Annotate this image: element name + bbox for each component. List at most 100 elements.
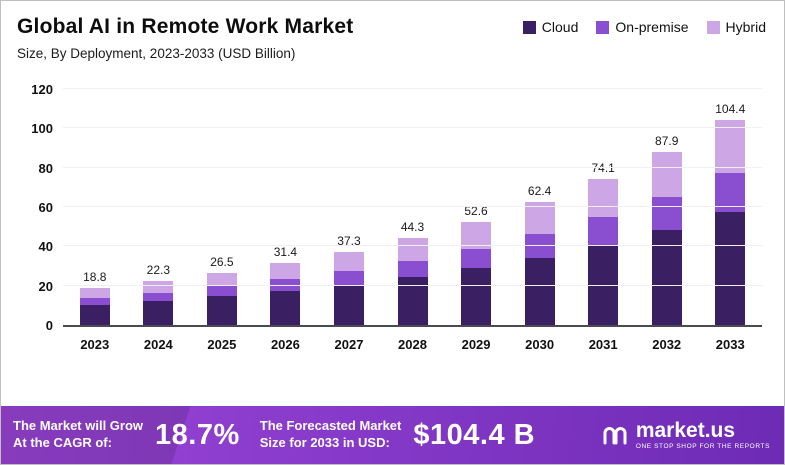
bar-stack-2026	[270, 263, 301, 325]
bar-total-label-2024: 22.3	[146, 263, 170, 278]
bar-total-label-2031: 74.1	[591, 161, 615, 176]
y-axis-tick-120: 120	[31, 82, 53, 97]
legend-swatch-on-premise	[596, 20, 610, 34]
y-axis-tick-60: 60	[38, 200, 53, 215]
footer-banner: The Market will Grow At the CAGR of: 18.…	[1, 406, 784, 464]
legend-swatch-cloud	[522, 20, 536, 34]
x-axis-label-2027: 2027	[334, 337, 364, 352]
y-axis-tick-100: 100	[31, 121, 53, 137]
bar-segment-cloud-2025	[206, 296, 237, 325]
bar-segment-cloud-2026	[270, 290, 301, 325]
bar-column-2033: 104.4	[698, 89, 762, 325]
bar-total-label-2023: 18.8	[83, 270, 107, 285]
gridline-80	[63, 166, 762, 168]
forecast-value: $104.4 B	[413, 418, 536, 451]
bar-stack-2030	[524, 202, 555, 325]
bar-column-2032: 87.9	[635, 89, 699, 325]
bars-row: 18.8 22.3 26.5 31.4 37.3 44.3 52.6 62.4 74.1 87.9…	[63, 89, 762, 325]
bar-stack-2029	[461, 221, 492, 325]
bar-segment-on-premise-2025	[206, 286, 237, 297]
gridline-40	[63, 245, 762, 247]
bar-column-2030: 62.4	[508, 89, 572, 325]
cagr-label-line2: At the CAGR of:	[13, 435, 112, 450]
bar-stack-2031	[588, 179, 619, 325]
bar-segment-cloud-2032	[651, 230, 682, 325]
bar-total-label-2026: 31.4	[273, 245, 298, 260]
bar-segment-hybrid-2026	[270, 263, 301, 280]
bar-total-label-2033: 104.4	[715, 101, 746, 116]
bar-stack-2028	[397, 237, 428, 325]
x-axis-label-2029: 2029	[461, 337, 491, 352]
bar-column-2028: 44.3	[381, 89, 445, 325]
gridline-100	[63, 127, 762, 129]
brand-block: market.us ONE STOP SHOP FOR THE REPORTS	[602, 420, 770, 451]
legend-label-on-premise: On-premise	[615, 19, 689, 35]
bar-segment-hybrid-2030	[524, 202, 555, 235]
page-title: Global AI in Remote Work Market	[17, 15, 354, 38]
x-axis-label-2025: 2025	[207, 337, 237, 352]
bar-stack-2027	[333, 251, 364, 325]
cagr-label-line1: The Market will Grow	[13, 418, 144, 434]
forecast-label: The Forecasted Market Size for 2033 in U…	[260, 418, 402, 452]
bar-segment-cloud-2033	[715, 212, 746, 325]
bar-segment-hybrid-2023	[79, 288, 110, 298]
bar-stack-2025	[206, 272, 237, 325]
legend-item-on-premise: On-premise	[596, 19, 689, 35]
bar-segment-on-premise-2032	[651, 197, 682, 231]
bar-segment-on-premise-2033	[715, 173, 746, 213]
bar-segment-hybrid-2024	[143, 281, 174, 293]
bar-segment-on-premise-2029	[461, 248, 492, 269]
bar-segment-cloud-2029	[461, 268, 492, 325]
bar-total-label-2028: 44.3	[400, 219, 425, 234]
x-axis-label-2031: 2031	[588, 337, 618, 352]
bar-stack-2032	[651, 152, 682, 325]
y-axis-tick-0: 0	[45, 318, 53, 333]
bar-segment-hybrid-2028	[397, 237, 428, 261]
x-axis-label-2023: 2023	[80, 337, 110, 352]
gridline-20	[63, 284, 762, 286]
y-axis-tick-80: 80	[38, 160, 53, 176]
bar-segment-on-premise-2027	[333, 270, 364, 285]
bar-segment-on-premise-2031	[588, 217, 619, 245]
bar-column-2026: 31.4	[254, 89, 318, 325]
market-us-logo-icon	[603, 427, 627, 445]
bar-segment-cloud-2030	[524, 257, 555, 325]
plot-area: 18.8 22.3 26.5 31.4 37.3 44.3 52.6 62.4 74.1 87.9…	[31, 82, 762, 333]
bar-segment-hybrid-2029	[461, 221, 492, 249]
y-axis-tick-40: 40	[38, 239, 53, 255]
y-axis-tick-20: 20	[38, 278, 53, 294]
bar-total-label-2030: 62.4	[527, 184, 552, 199]
bar-column-2023: 18.8	[63, 89, 127, 325]
bar-column-2031: 74.1	[571, 89, 635, 325]
x-axis-label-2024: 2024	[143, 337, 173, 352]
forecast-label-line2: Size for 2033 in USD:	[259, 435, 390, 450]
chart-header: Global AI in Remote Work Market Cloud On…	[1, 1, 784, 63]
bar-segment-cloud-2023	[79, 304, 110, 325]
forecast-label-line1: The Forecasted Market	[259, 418, 402, 434]
cagr-value: 18.7%	[155, 418, 240, 451]
gridline-120	[63, 88, 762, 89]
x-axis-label-2028: 2028	[398, 337, 427, 352]
x-axis-label-2033: 2033	[715, 337, 745, 352]
bar-total-label-2029: 52.6	[464, 203, 488, 218]
bar-segment-on-premise-2024	[143, 292, 174, 301]
legend-label-hybrid: Hybrid	[725, 19, 766, 35]
legend-swatch-hybrid	[706, 20, 720, 34]
legend-item-cloud: Cloud	[522, 19, 579, 35]
bar-segment-cloud-2024	[143, 300, 174, 325]
brand-tagline: ONE STOP SHOP FOR THE REPORTS	[635, 442, 770, 450]
x-axis-label-2032: 2032	[652, 337, 682, 352]
bar-segment-hybrid-2032	[651, 152, 682, 198]
bar-segment-hybrid-2025	[206, 272, 237, 287]
gridline-60	[63, 206, 762, 207]
brand-name: market.us	[635, 418, 736, 442]
legend-label-cloud: Cloud	[541, 19, 579, 35]
bar-segment-hybrid-2027	[333, 251, 364, 271]
chart-legend: Cloud On-premise Hybrid	[522, 19, 766, 35]
bar-column-2024: 22.3	[127, 89, 191, 325]
x-axis-label-2030: 2030	[525, 337, 555, 352]
bar-segment-on-premise-2028	[397, 260, 428, 278]
bar-segment-on-premise-2023	[79, 297, 110, 305]
bar-segment-hybrid-2033	[715, 119, 746, 174]
bar-column-2029: 52.6	[444, 89, 508, 325]
